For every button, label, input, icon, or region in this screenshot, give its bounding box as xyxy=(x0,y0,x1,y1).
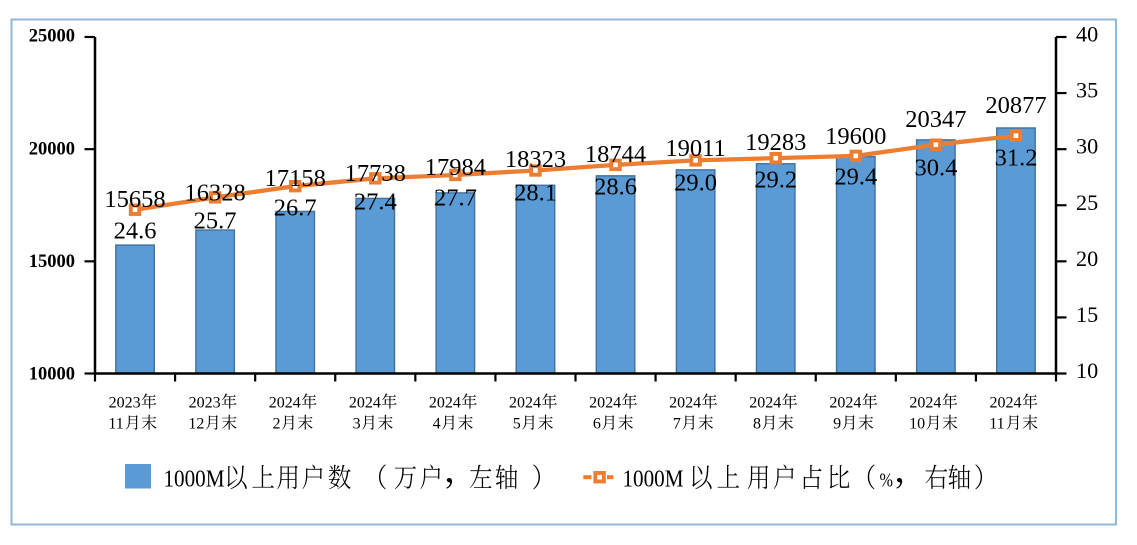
svg-text:29.2: 29.2 xyxy=(754,167,797,194)
svg-text:4: 4 xyxy=(433,416,441,433)
svg-text:35: 35 xyxy=(1076,78,1098,103)
svg-text:%: % xyxy=(880,470,894,492)
svg-text:2023: 2023 xyxy=(109,395,141,412)
svg-text:20000: 20000 xyxy=(29,140,75,160)
svg-text:17738: 17738 xyxy=(345,160,406,187)
svg-text:2023: 2023 xyxy=(189,395,221,412)
svg-text:31.2: 31.2 xyxy=(995,145,1038,172)
svg-text:11: 11 xyxy=(989,416,1004,433)
svg-text:2024: 2024 xyxy=(269,395,301,412)
svg-text:2024: 2024 xyxy=(669,395,701,412)
svg-text:2024: 2024 xyxy=(429,395,461,412)
svg-text:40: 40 xyxy=(1076,22,1098,47)
svg-text:15658: 15658 xyxy=(104,186,165,213)
svg-text:1000M: 1000M xyxy=(623,467,684,493)
svg-text:26.7: 26.7 xyxy=(274,195,317,222)
svg-text:17984: 17984 xyxy=(425,154,486,181)
svg-text:25: 25 xyxy=(1076,190,1098,215)
svg-text:30.4: 30.4 xyxy=(914,154,957,181)
svg-text:7: 7 xyxy=(673,416,681,433)
svg-text:19011: 19011 xyxy=(665,135,725,162)
svg-text:2024: 2024 xyxy=(509,395,541,412)
svg-text:28.6: 28.6 xyxy=(594,174,637,201)
svg-text:11: 11 xyxy=(108,416,123,433)
svg-text:2024: 2024 xyxy=(990,395,1022,412)
svg-text:18323: 18323 xyxy=(505,146,566,173)
svg-text:15: 15 xyxy=(1076,302,1098,327)
svg-text:20347: 20347 xyxy=(905,106,966,133)
svg-text:30: 30 xyxy=(1076,134,1098,159)
svg-text:10: 10 xyxy=(1076,358,1098,383)
svg-text:29.4: 29.4 xyxy=(834,163,877,190)
svg-text:20877: 20877 xyxy=(985,92,1046,119)
svg-text:27.4: 27.4 xyxy=(354,189,397,216)
svg-text:28.1: 28.1 xyxy=(514,180,557,207)
svg-text:5: 5 xyxy=(513,416,521,433)
svg-text:2024: 2024 xyxy=(749,395,781,412)
svg-text:1000M: 1000M xyxy=(164,467,225,493)
svg-text:27.7: 27.7 xyxy=(434,185,477,212)
svg-text:24.6: 24.6 xyxy=(114,218,157,245)
svg-text:6: 6 xyxy=(593,416,601,433)
svg-text:9: 9 xyxy=(833,416,841,433)
svg-text:2024: 2024 xyxy=(349,395,381,412)
svg-text:20: 20 xyxy=(1076,246,1098,271)
svg-text:10000: 10000 xyxy=(29,365,75,385)
svg-text:2: 2 xyxy=(273,416,281,433)
svg-text:25.7: 25.7 xyxy=(194,208,237,235)
svg-text:2024: 2024 xyxy=(589,395,621,412)
svg-text:17158: 17158 xyxy=(265,165,326,192)
svg-text:19283: 19283 xyxy=(745,129,806,156)
svg-text:16328: 16328 xyxy=(184,180,245,207)
svg-text:8: 8 xyxy=(753,416,761,433)
svg-text:2024: 2024 xyxy=(909,395,941,412)
svg-text:19600: 19600 xyxy=(825,123,886,150)
svg-text:12: 12 xyxy=(188,416,204,433)
svg-text:29.0: 29.0 xyxy=(674,170,717,197)
svg-text:10: 10 xyxy=(909,416,925,433)
svg-text:15000: 15000 xyxy=(29,252,75,272)
svg-text:2024: 2024 xyxy=(829,395,861,412)
svg-text:3: 3 xyxy=(353,416,361,433)
svg-text:18744: 18744 xyxy=(585,141,646,168)
svg-text:25000: 25000 xyxy=(29,27,75,47)
